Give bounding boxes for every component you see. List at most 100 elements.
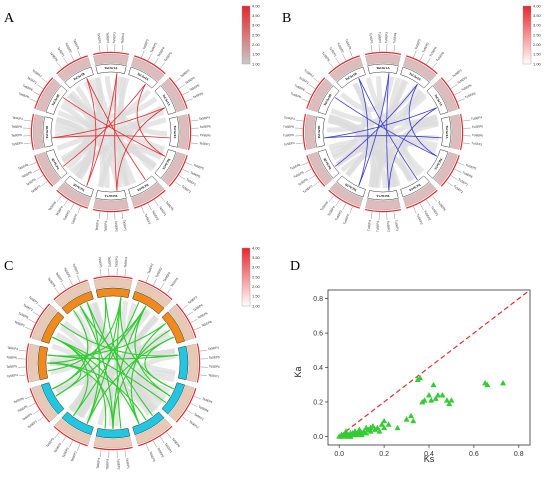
gene-label-leader [463,120,470,121]
x-tick-label: 0.2 [379,451,389,458]
gene-label-leader [371,212,372,219]
gene-label: TuSEP1 [368,32,374,44]
gene-label: TuSEP2 [423,210,432,222]
gene-label: TuSEP6 [472,133,484,138]
gene-label-leader [33,312,39,316]
gene-label: TaSEP5 [209,355,220,360]
gene-label-leader [302,99,309,102]
gene-label: TaSEP4 [53,442,62,454]
gene-label-leader [146,444,149,451]
gene-label-leader [187,312,193,316]
colorbar-tick-label: 4.00 [252,245,261,250]
colorbar-gradient [523,6,531,64]
gene-label: TaSEP3 [30,184,41,194]
gene-density-band [94,278,132,289]
gene-label: TuSEP4 [297,177,309,187]
gene-label: TaSEP6 [13,396,25,404]
gene-label: TaSEP6 [17,163,29,171]
gene-label-leader [302,162,309,165]
gene-density-band [365,54,400,65]
gene-label: TaSEP1 [122,220,127,232]
gene-label: TaSEP6 [192,91,204,99]
gene-label: TaSEP6 [6,355,17,360]
gene-label-leader [41,181,47,186]
gene-label: TuSEP2 [453,184,464,194]
gene-label: TaSEP4 [162,271,171,283]
gene-label-leader [454,169,461,172]
colorbar-tick-label: 1.50 [252,52,261,57]
gene-label-leader [19,350,26,351]
gene-label: TaSEP2 [70,450,78,462]
gene-label-leader [182,92,189,95]
gene-label: TaSEP5 [14,320,26,328]
gene-label: TaSEP5 [202,397,214,405]
gene-label-leader [57,62,62,68]
gene-label-leader [33,169,40,172]
gene-label: TuSEP1 [430,205,440,217]
gene-label: TaSEP2 [64,42,73,54]
colorbar-a: 4.003.503.002.502.001.501.00 [242,3,261,66]
gene-density-band [305,114,316,149]
colorbar-tick-label: 3.50 [252,13,261,18]
gene-label-leader [200,350,207,351]
gene-label: TuSEP3 [421,41,430,53]
gene-density-band [187,344,198,382]
gene-label: TaSEP1 [22,303,34,312]
gene-label-leader [141,207,144,214]
gene-label-leader [426,200,430,206]
colorbar-tick-label: 1.00 [252,303,261,308]
gene-label: TuSEP5 [293,170,305,179]
y-tick-label: 0.4 [313,365,323,372]
gene-label: TaSEP4 [21,412,33,421]
gene-label-leader [182,305,188,310]
gene-label: TuSEP4 [456,75,468,85]
gene-label: TuSEP3 [334,209,343,221]
gene-label-leader [175,181,181,186]
gene-label-leader [148,203,151,210]
gene-label-leader [432,196,437,202]
gene-label-leader [447,181,453,186]
gene-label-leader [194,327,201,330]
circos-plot-b: TuChr1ATuSEP1 TuSEP2 TuSEP3 TuSEP4TuChr2ATu… [283,32,484,233]
gene-label-leader [69,441,72,448]
gene-label: TaSEP5 [18,91,30,99]
gene-label: TaSEP5 [45,437,55,448]
gene-label: TaSEP1 [199,141,211,146]
chromosome-label: TuChr7A [376,194,390,198]
scatter-point [386,421,392,426]
gene-label: TaSEP1 [7,346,19,351]
gene-label: TaSEP6 [171,437,181,448]
gene-label-leader [78,207,81,214]
gene-label-leader [458,162,465,165]
gene-label: TaSEP3 [62,209,71,221]
gene-label: TaSEP5 [189,83,201,92]
gene-label-leader [313,181,319,186]
gene-label-leader [413,207,416,214]
gene-label-leader [420,54,423,61]
gene-label: TaSEP4 [96,457,101,469]
gene-label-leader [148,54,151,61]
gene-label: TuSEP6 [464,91,476,99]
gene-label: TaSEP4 [192,303,204,312]
x-tick-label: 0.8 [514,451,524,458]
gene-label: TaSEP5 [17,404,29,413]
gene-label-leader [309,85,315,89]
gene-label: TuSEP1 [471,141,483,147]
scatter-point [410,418,416,423]
gene-label: TaSEP4 [120,32,125,44]
gene-label-leader [305,169,312,172]
gene-label: TaSEP2 [31,68,42,78]
gene-label: TaSEP3 [72,38,80,50]
gene-label: TuSEP5 [435,51,445,62]
scatter-point [439,392,445,397]
colorbar-tick-label: 2.50 [533,32,542,37]
gene-label: TaSEP4 [208,345,220,350]
gene-label: TaSEP2 [114,221,119,232]
gene-label-leader [77,444,80,451]
gene-label: TaSEP5 [169,276,179,287]
gene-label: TaSEP5 [47,200,57,211]
gene-density-band [33,114,44,149]
gene-label: TuSEP4 [283,141,295,147]
gene-label-leader [160,62,165,68]
chromosome-label: TuChr1A [377,66,391,70]
